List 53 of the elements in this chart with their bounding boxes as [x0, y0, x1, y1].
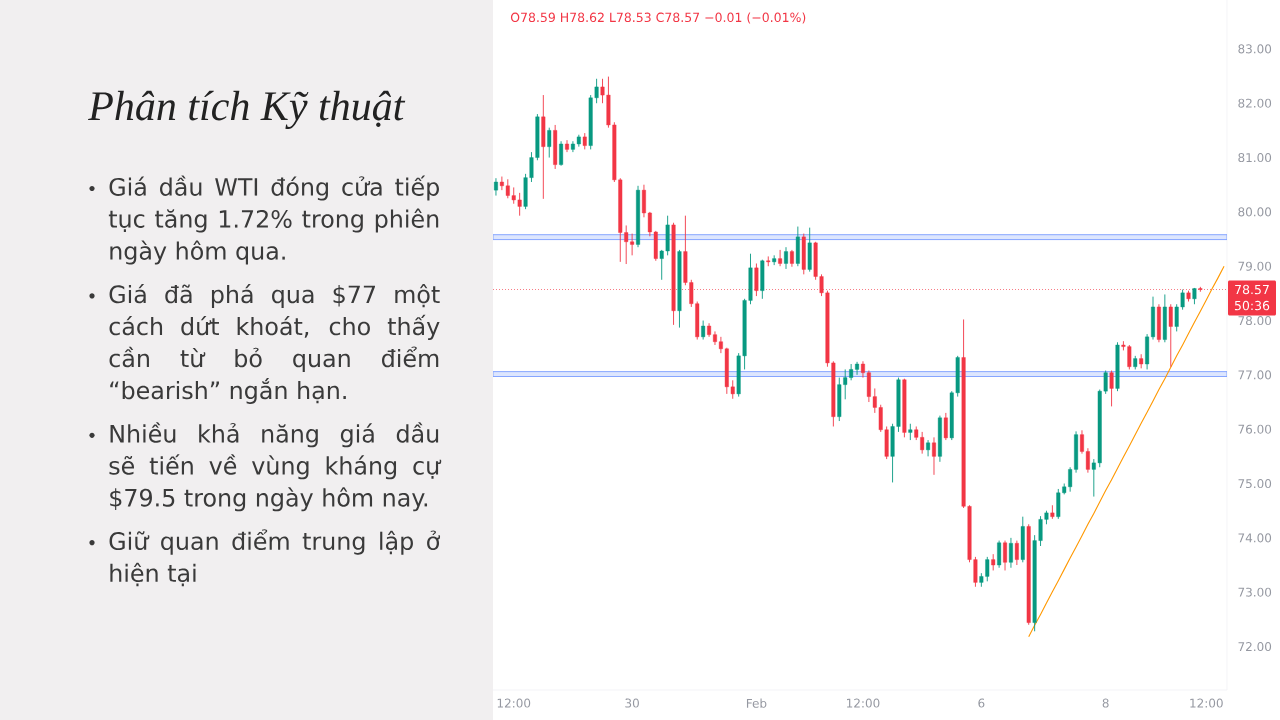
x-tick-label: 30	[625, 698, 639, 708]
candlestick	[1003, 540, 1007, 571]
y-tick-label: 80.00	[1238, 207, 1272, 217]
candlestick	[997, 540, 1002, 569]
y-tick-label: 77.00	[1238, 370, 1272, 380]
y-tick-label: 81.00	[1238, 153, 1272, 163]
ref-line-label: 78.57	[1235, 284, 1269, 295]
text: Nhiều khả năng giá dầu sẽ tiến về vùng kháng cự $79.5 trong ngày hôm nay.	[109, 422, 442, 512]
y-tick-label: 74.00	[1238, 533, 1272, 543]
candlestick	[1014, 540, 1019, 566]
candlestick	[866, 370, 871, 403]
candlestick	[718, 336, 723, 354]
candlestick	[730, 379, 735, 400]
candlestick	[943, 412, 948, 441]
candlestick	[1168, 303, 1173, 368]
candlestick	[1008, 537, 1013, 569]
candlestick	[559, 140, 564, 167]
text: Giá dầu WTI đóng cửa tiếp tục tăng 1.72% trong phiên ngày hôm qua.	[108, 175, 439, 265]
candlestick	[926, 439, 931, 457]
text: Phân tích Kỹ thuật	[87, 90, 406, 130]
y-tick-label: 79.00	[1238, 261, 1272, 271]
candlestick	[713, 330, 717, 346]
candlestick	[1103, 370, 1108, 395]
x-tick-label: Feb	[746, 698, 767, 708]
candlestick	[493, 177, 498, 197]
candlestick	[784, 246, 788, 270]
candlestick	[701, 320, 706, 340]
x-tick-label: 12:00	[497, 698, 531, 708]
candlestick	[565, 139, 569, 153]
candlestick	[973, 556, 978, 588]
x-tick-label: 12:00	[846, 698, 880, 708]
candlestick	[1109, 370, 1114, 407]
x-tick-label: 6	[978, 698, 985, 708]
x-tick-label: 12:00	[1190, 698, 1223, 708]
text: Giá đã phá qua $77 một cách dứt khoát, cho thấy cần từ bỏ quan điểm “bearish” ngắn hạn.	[109, 283, 440, 404]
y-tick-label: 78.00	[1238, 316, 1272, 326]
y-tick-label: 83.00	[1238, 44, 1272, 54]
y-tick-label: 76.00	[1238, 424, 1272, 434]
candlestick	[932, 436, 936, 476]
x-tick-label: 8	[1102, 698, 1109, 708]
annotation: O78.59 H78.62 L78.53 C78.57 −0.01 (−0.01%)	[510, 12, 806, 24]
y-tick-label: 82.00	[1238, 98, 1272, 108]
text: 50:36	[1234, 300, 1270, 311]
y-tick-label: 73.00	[1238, 587, 1272, 597]
candlestick	[547, 127, 552, 158]
candlestick	[860, 360, 865, 379]
candlestick	[505, 178, 510, 199]
text: Giữ quan điểm trung lập ở hiện tại	[109, 529, 441, 587]
y-tick-label: 75.00	[1238, 478, 1272, 489]
candlestick	[778, 249, 783, 267]
candlestick	[499, 176, 504, 191]
candlestick	[1127, 344, 1132, 370]
y-tick-label: 72.00	[1238, 641, 1272, 652]
